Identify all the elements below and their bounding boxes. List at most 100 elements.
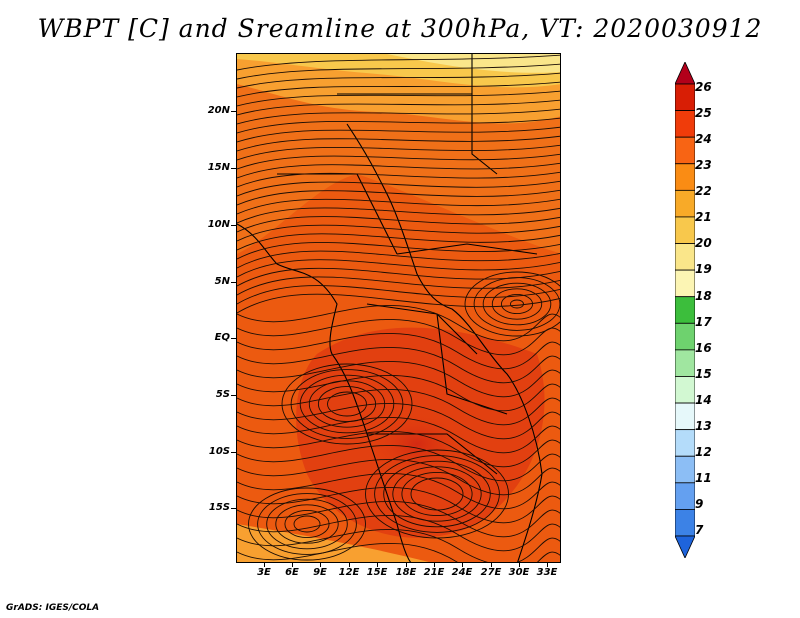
streamline-swirl [299,374,395,434]
streamline [237,472,560,510]
colorbar-label: 20 [695,236,712,250]
streamline-swirl [491,288,543,320]
streamline [237,90,560,107]
lon-label-33e: 33E [536,567,558,578]
colorbar-segment [675,243,695,271]
colorbar-label: 26 [695,80,712,94]
field-max [357,404,477,484]
streamline [237,360,560,398]
streamline-swirl [248,487,366,561]
credit-text: GrADS: IGES/COLA [6,603,100,613]
streamline [237,72,560,89]
streamline-swirl [266,498,348,550]
colorbar-label: 13 [695,419,712,433]
lon-label-18e: 18E [395,567,417,578]
lon-label-6e: 6E [285,567,299,578]
streamline [237,444,560,482]
chart-title: WBPT [C] and Sreamline at 300hPa, VT: 20… [37,14,763,43]
streamline [237,276,560,296]
colorbar-segment [675,296,695,324]
streamline [237,216,560,233]
streamline-swirl [500,293,534,315]
streamline-swirl [327,391,367,417]
streamline-swirl [383,460,491,528]
colorbar-segment [675,535,695,558]
colorbar-label: 18 [695,289,712,303]
streamline-swirl [401,471,473,517]
streamline [237,180,560,197]
streamline [237,81,560,98]
streamline [237,189,560,206]
streamline-swirl [510,299,524,309]
streamline-swirl [281,363,413,445]
streamline [237,117,560,134]
lat-label-15n: 15N [207,162,230,173]
streamline [237,346,560,384]
coastlines [237,54,543,562]
map-plot [236,53,561,563]
colorbar-segment [675,110,695,138]
colorbar-label: 12 [695,445,712,459]
lat-label-20n: 20N [207,105,230,116]
colorbar-label: 9 [695,497,704,511]
streamline [237,430,560,468]
streamline-swirl [257,493,357,555]
streamline [237,304,560,342]
streamline [237,293,560,314]
lat-label-15s: 15S [208,502,230,513]
streamline [237,54,560,71]
lat-label-5s: 5S [215,389,230,400]
colorbar-segment [675,62,695,85]
colorbar-segment [675,482,695,510]
colorbar-segment [675,269,695,298]
map-svg [237,54,560,562]
colorbar-segment [675,349,695,377]
lon-tick [264,563,265,567]
streamline [237,153,560,170]
streamline [237,318,560,356]
colorbar-label: 17 [695,315,712,329]
streamline [237,388,560,426]
lat-tick [231,395,236,396]
colorbar-label: 15 [695,367,712,381]
streamline [237,207,560,224]
streamline [237,402,560,440]
lon-tick [406,563,407,567]
lon-tick [491,563,492,567]
lon-tick [320,563,321,567]
streamline-swirl [392,466,482,522]
streamline [237,135,560,152]
streamline [237,528,560,562]
streamline [237,198,560,215]
colorbar-segment [675,189,695,218]
streamline-swirl [464,271,560,337]
streamline [237,108,560,125]
colorbar-segment [675,136,695,165]
lat-tick [231,111,236,112]
colorbar-segment [675,429,695,457]
colorbar-segment [675,216,695,244]
streamline [237,500,560,538]
streamline [237,162,560,179]
streamline-swirl [374,455,500,533]
lon-label-3e: 3E [257,567,271,578]
streamline [237,171,560,188]
colorbar-label: 11 [695,471,712,485]
lon-tick [377,563,378,567]
streamline [237,224,560,242]
lat-tick [231,225,236,226]
lat-tick [231,452,236,453]
colorbar-label: 19 [695,262,712,276]
colorbar-label: 14 [695,393,712,407]
lon-label-9e: 9E [313,567,327,578]
streamline-swirl [308,380,386,428]
lat-tick [231,338,236,339]
streamline [237,486,560,524]
lon-label-24e: 24E [451,567,473,578]
streamline [237,259,560,278]
lon-tick [434,563,435,567]
streamline [237,514,560,552]
streamline [237,458,560,496]
streamline [237,126,560,143]
colorbar-label: 25 [695,106,712,120]
